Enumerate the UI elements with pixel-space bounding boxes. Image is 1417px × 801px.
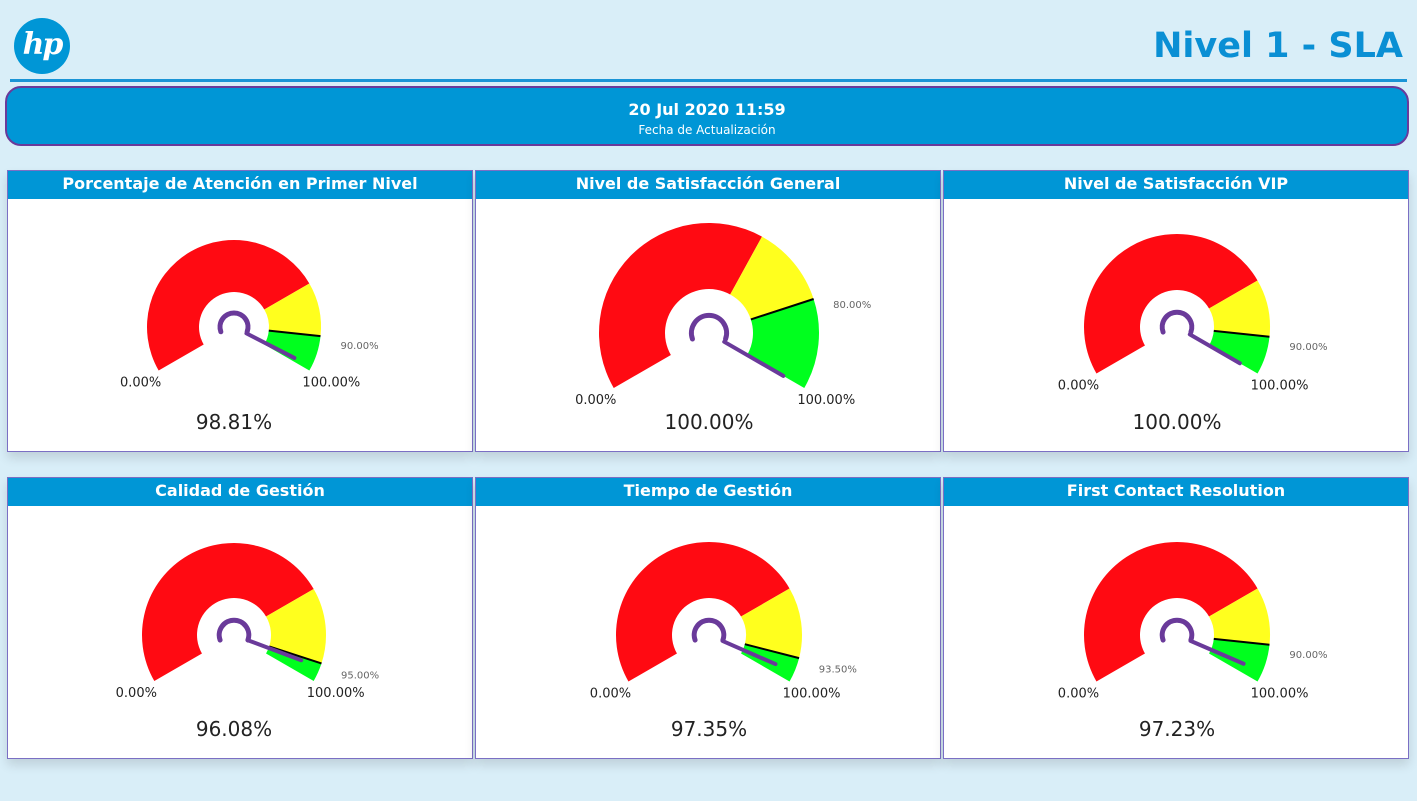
gauge-max-label: 100.00% [797,393,855,408]
gauge-target-line [268,645,322,665]
gauge-target-line [750,298,814,321]
gauge-card: Nivel de Satisfacción VIP 0.00% 100.00% 90.… [943,170,1409,452]
gauge-target-line [268,329,321,338]
gauge-needle-hub [691,617,727,643]
gauge-min-label: 0.00% [1058,687,1099,702]
gauge-min-label: 0.00% [120,376,161,391]
gauge-chart: 0.00% 100.00% 90.00% 97.23% [1058,542,1328,741]
gauge-chart: 0.00% 100.00% 93.50% 97.35% [590,542,857,741]
gauge-green-band [1209,330,1270,374]
gauge-card-title: Porcentaje de Atención en Primer Nivel [8,171,472,199]
title-divider [10,79,1407,82]
gauge-card-title: Nivel de Satisfacción General [476,171,940,199]
gauge-needle-hub [1159,309,1195,335]
gauge-needle [1187,332,1242,366]
gauge-card-title: Calidad de Gestión [8,478,472,506]
gauge-yellow-band [1209,588,1270,645]
gauge-yellow-band [741,588,802,659]
gauge-min-label: 0.00% [575,393,616,408]
gauge-max-label: 100.00% [783,687,841,702]
gauge-value: 100.00% [1133,410,1222,434]
gauge-card: Calidad de Gestión 0.00% 100.00% 95.00% 96.0… [7,477,473,759]
gauge-needle [1188,638,1246,666]
gauge-needle-hub [688,312,730,342]
update-date-label: Fecha de Actualización [638,123,776,137]
gauge-max-label: 100.00% [1251,687,1309,702]
gauge-yellow-band [266,589,327,664]
gauge-red-band [616,542,790,682]
gauge-green-band [266,646,322,681]
gauge-red-band [146,240,310,371]
update-date-value: 20 Jul 2020 11:59 [628,100,786,119]
gauge-card: Porcentaje de Atención en Primer Nivel 0.… [7,170,473,452]
gauge-red-band [599,223,762,388]
gauge-min-label: 0.00% [116,686,157,701]
gauge-card: Nivel de Satisfacción General 0.00% 100.00… [475,170,941,452]
gauge-target-line [1213,329,1270,338]
gauge-value: 98.81% [196,410,272,434]
gauge-target-label: 95.00% [341,671,379,682]
gauge-card-title: Nivel de Satisfacción VIP [944,171,1408,199]
gauge-chart: 0.00% 100.00% 95.00% 96.08% [116,543,379,741]
gauge-target-label: 90.00% [1289,650,1327,661]
gauge-chart: 0.00% 100.00% 90.00% 98.81% [120,240,379,434]
gauge-max-label: 100.00% [307,686,365,701]
gauge-chart: 0.00% 100.00% 90.00% 100.00% [1058,234,1328,434]
gauge-target-label: 90.00% [340,341,378,352]
gauge-yellow-band [264,283,321,337]
gauge-red-band [1084,234,1258,374]
logo-text: hp [22,26,64,62]
gauge-needle-hub [1159,617,1195,643]
gauge-needle [245,638,304,663]
gauge-card: First Contact Resolution 0.00% 100.00% 90.0… [943,477,1409,759]
gauge-card-title: First Contact Resolution [944,478,1408,506]
gauge-value: 97.23% [1139,717,1215,741]
gauge-target-line [744,643,800,660]
gauge-needle [720,638,778,667]
gauge-target-label: 93.50% [819,665,857,676]
gauge-min-label: 0.00% [590,687,631,702]
gauge-chart: 0.00% 100.00% 80.00% 100.00% [575,223,871,434]
gauge-green-band [264,330,321,371]
gauge-red-band [1084,542,1258,682]
gauge-red-band [142,543,314,681]
gauge-green-band [747,299,819,388]
gauge-needle [244,331,297,360]
gauge-card: Tiempo de Gestión 0.00% 100.00% 93.50% 97.35… [475,477,941,759]
gauge-card-title: Tiempo de Gestión [476,478,940,506]
gauge-yellow-band [1209,280,1270,337]
gauge-min-label: 0.00% [1058,379,1099,394]
gauge-needle [722,339,786,378]
page-title: Nivel 1 - SLA [1153,26,1403,66]
gauge-target-line [1213,637,1270,646]
gauge-max-label: 100.00% [302,376,360,391]
gauge-value: 96.08% [196,717,272,741]
gauge-needle-hub [216,617,252,643]
gauge-target-label: 80.00% [833,300,871,311]
gauge-value: 97.35% [671,717,747,741]
gauge-yellow-band [730,236,814,320]
update-date-banner: 20 Jul 2020 11:59 Fecha de Actualización [5,86,1409,146]
gauge-value: 100.00% [665,410,754,434]
gauge-target-label: 90.00% [1289,342,1327,353]
gauge-needle-hub [217,310,251,335]
gauge-max-label: 100.00% [1251,379,1309,394]
hp-logo: hp [14,18,70,74]
